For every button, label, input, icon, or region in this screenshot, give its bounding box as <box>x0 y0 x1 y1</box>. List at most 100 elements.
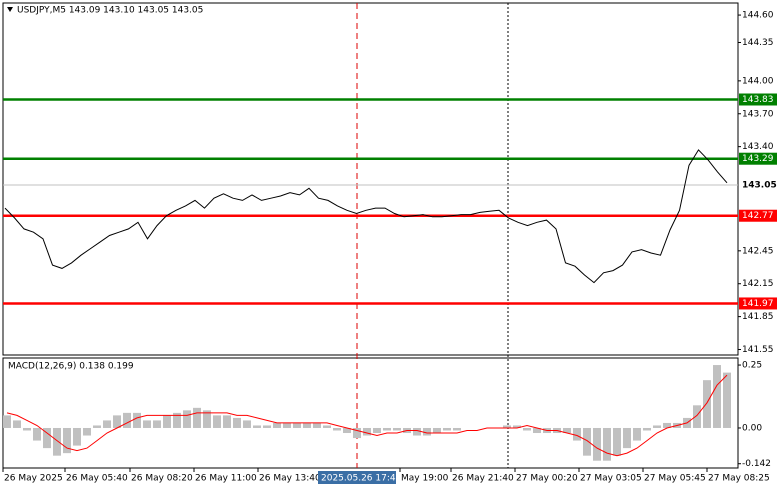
chart-title: USDJPY,M5 143.09 143.10 143.05 143.05 <box>17 6 203 16</box>
macd-bar <box>313 422 321 428</box>
macd-bar <box>633 427 641 441</box>
x-tick-label: 27 May 03:05 <box>580 474 642 484</box>
macd-bar <box>193 407 201 428</box>
level-label-box <box>739 209 777 222</box>
last-price-box <box>739 179 777 192</box>
macd-bar <box>593 427 601 461</box>
macd-bar <box>173 412 181 428</box>
macd-bar <box>723 372 731 428</box>
macd-bar <box>603 427 611 461</box>
macd-bar <box>373 427 381 434</box>
macd-bar <box>283 422 291 428</box>
macd-bar <box>33 427 41 441</box>
x-tick-label: 26 May 21:40 <box>452 474 514 484</box>
y-tick-label: 144.00 <box>742 76 774 86</box>
y-tick-label: 143.40 <box>742 142 774 152</box>
macd-bar <box>573 427 581 441</box>
level-label-box <box>739 93 777 106</box>
macd-bar <box>203 410 211 428</box>
macd-bar <box>43 427 51 449</box>
macd-bar <box>693 405 701 428</box>
macd-bar <box>613 427 621 456</box>
macd-bar <box>223 415 231 428</box>
macd-bar <box>433 427 441 434</box>
macd-bar <box>503 425 511 428</box>
crosshair-label: 2025.05.26 17:45 <box>321 474 401 484</box>
level-label: 143.29 <box>742 154 774 164</box>
x-tick-label: 27 May 08:25 <box>708 474 770 484</box>
y-tick-label: -0.142 <box>742 459 771 469</box>
macd-bar <box>423 427 431 436</box>
macd-bar <box>13 420 21 428</box>
macd-bar <box>23 427 31 431</box>
y-tick-label: 144.60 <box>742 11 774 21</box>
macd-bar <box>443 427 451 431</box>
x-tick-label: 27 May 00:20 <box>516 474 578 484</box>
x-tick-label: 26 May 11:00 <box>195 474 257 484</box>
macd-bar <box>663 422 671 428</box>
macd-bar <box>263 425 271 428</box>
macd-bar <box>323 425 331 428</box>
x-tick-label: May 19:00 <box>401 474 449 484</box>
macd-bar <box>583 427 591 456</box>
macd-bar <box>383 427 391 431</box>
macd-bar <box>363 427 371 436</box>
macd-bar <box>143 420 151 428</box>
macd-bar <box>563 427 571 434</box>
macd-bar <box>533 427 541 434</box>
macd-bar <box>623 427 631 449</box>
main-panel <box>2 2 739 356</box>
y-tick-label: 142.15 <box>742 279 774 289</box>
macd-bar <box>303 422 311 428</box>
macd-bar <box>83 427 91 436</box>
y-tick-label: 141.55 <box>742 345 774 355</box>
macd-bar <box>93 425 101 428</box>
level-label-box <box>739 297 777 310</box>
macd-bar <box>453 427 461 431</box>
macd-bar <box>513 425 521 428</box>
level-label: 142.77 <box>742 211 774 221</box>
macd-bar <box>273 422 281 428</box>
macd-bar <box>63 427 71 454</box>
y-tick-label: 144.35 <box>742 38 774 48</box>
macd-bar <box>133 412 141 428</box>
signal-line <box>6 374 728 457</box>
macd-bar <box>353 427 361 439</box>
macd-bar <box>293 422 301 428</box>
macd-bar <box>163 415 171 428</box>
macd-bar <box>233 417 241 428</box>
macd-bar <box>113 415 121 428</box>
macd-bar <box>243 420 251 428</box>
y-tick-label: 0.25 <box>742 361 762 371</box>
x-tick-label: 27 May 05:45 <box>644 474 706 484</box>
y-tick-label: 0.00 <box>742 423 762 433</box>
macd-bar <box>103 420 111 428</box>
x-tick-label: 26 May 08:20 <box>131 474 193 484</box>
macd-bar <box>253 425 261 428</box>
macd-bar <box>333 427 341 431</box>
macd-bar <box>153 420 161 428</box>
macd-bar <box>713 365 721 428</box>
level-label: 141.97 <box>742 299 774 309</box>
macd-bar <box>213 415 221 428</box>
macd-bar <box>413 427 421 436</box>
macd-bar <box>53 427 61 456</box>
macd-panel <box>2 357 739 469</box>
x-tick-label: 26 May 05:40 <box>66 474 128 484</box>
level-label: 143.83 <box>742 95 774 105</box>
macd-bar <box>393 427 401 431</box>
x-tick-label: 26 May 2025 <box>4 474 63 484</box>
macd-bar <box>523 427 531 431</box>
macd-bar <box>703 380 711 428</box>
level-label-box <box>739 152 777 165</box>
macd-bar <box>643 427 651 431</box>
x-tick-label: 26 May 13:40 <box>259 474 321 484</box>
macd-bar <box>183 410 191 428</box>
y-tick-label: 143.70 <box>742 109 774 119</box>
price-line <box>4 149 728 284</box>
collapse-icon <box>7 7 13 12</box>
macd-title: MACD(12,26,9) 0.138 0.199 <box>8 362 134 372</box>
macd-bar <box>343 427 351 434</box>
